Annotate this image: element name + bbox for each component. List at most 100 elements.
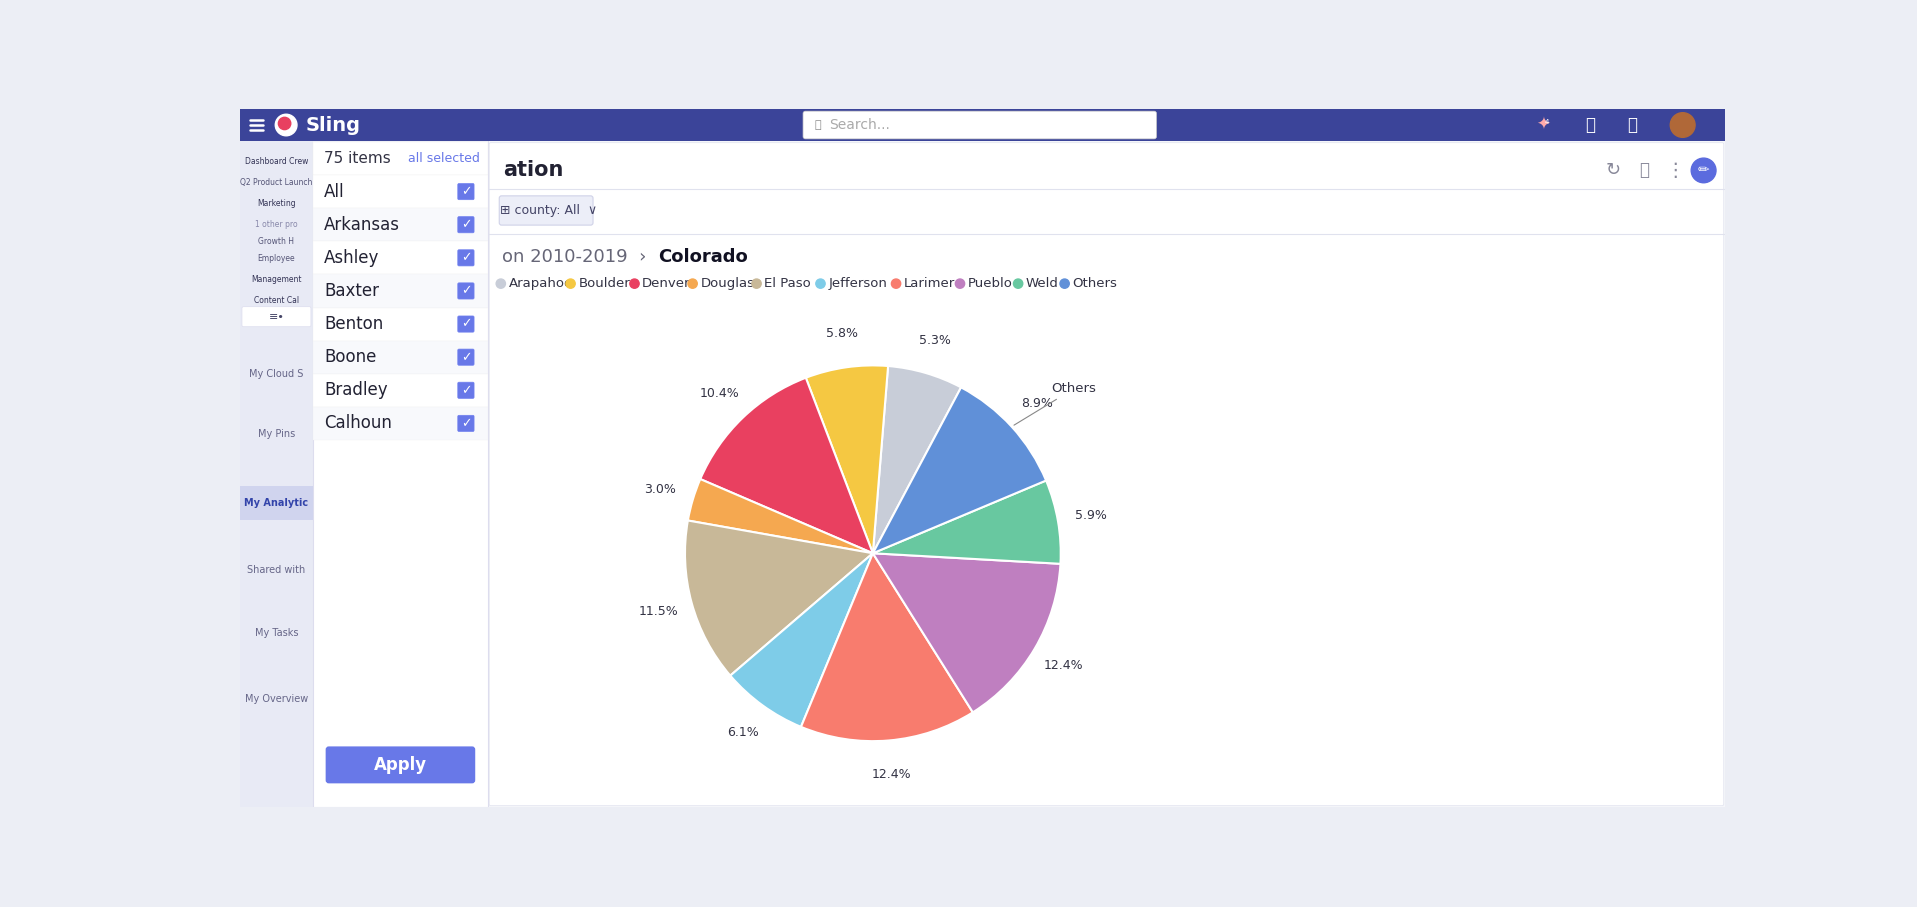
Text: ✓: ✓: [460, 219, 472, 231]
Circle shape: [1670, 112, 1695, 137]
Text: Management: Management: [251, 276, 301, 285]
FancyBboxPatch shape: [458, 217, 473, 233]
Text: 1 other pro: 1 other pro: [255, 219, 297, 229]
Wedge shape: [684, 521, 872, 676]
Text: Douglas: Douglas: [700, 278, 755, 290]
FancyBboxPatch shape: [458, 382, 473, 398]
Text: All: All: [324, 182, 345, 200]
Text: ✓: ✓: [460, 317, 472, 330]
Text: Marketing: Marketing: [257, 199, 295, 208]
Wedge shape: [730, 553, 872, 727]
Text: Larimer: Larimer: [903, 278, 955, 290]
Text: My Cloud S: My Cloud S: [249, 369, 303, 379]
FancyBboxPatch shape: [240, 486, 312, 521]
Text: ✓: ✓: [460, 251, 472, 264]
FancyBboxPatch shape: [240, 109, 1725, 141]
FancyBboxPatch shape: [803, 112, 1156, 139]
Wedge shape: [688, 479, 872, 553]
FancyBboxPatch shape: [312, 142, 487, 175]
Circle shape: [278, 117, 291, 130]
Text: El Paso: El Paso: [765, 278, 811, 290]
FancyBboxPatch shape: [312, 374, 487, 407]
Text: ✓: ✓: [460, 185, 472, 198]
FancyBboxPatch shape: [489, 142, 1723, 805]
FancyBboxPatch shape: [487, 141, 1725, 807]
Text: Boulder: Boulder: [579, 278, 631, 290]
Text: 75 items: 75 items: [324, 151, 391, 166]
Wedge shape: [801, 553, 972, 741]
Text: 8.9%: 8.9%: [1020, 397, 1052, 410]
Circle shape: [955, 279, 964, 288]
FancyBboxPatch shape: [312, 275, 487, 307]
Text: 4: 4: [1545, 119, 1549, 125]
Circle shape: [891, 279, 901, 288]
Text: My Analytic: My Analytic: [243, 499, 309, 509]
Circle shape: [1060, 279, 1070, 288]
Text: Colorado: Colorado: [658, 248, 748, 266]
Text: 12.4%: 12.4%: [1045, 659, 1083, 672]
Text: Sling: Sling: [305, 115, 360, 134]
Text: Dashboard Crew: Dashboard Crew: [245, 157, 309, 166]
Circle shape: [460, 115, 481, 135]
Text: ✦: ✦: [1536, 116, 1551, 134]
FancyBboxPatch shape: [458, 316, 473, 332]
Text: Growth H: Growth H: [259, 237, 295, 246]
Text: 10.4%: 10.4%: [700, 386, 740, 400]
Text: 6.1%: 6.1%: [727, 727, 759, 739]
Text: Jefferson: Jefferson: [828, 278, 888, 290]
Text: Employee: Employee: [257, 255, 295, 264]
Text: Bradley: Bradley: [324, 381, 387, 399]
FancyBboxPatch shape: [326, 746, 475, 784]
Text: 🔍: 🔍: [815, 120, 820, 130]
Text: 3.0%: 3.0%: [644, 483, 677, 496]
Text: 5.9%: 5.9%: [1075, 509, 1108, 522]
Text: all selected: all selected: [408, 152, 479, 165]
Wedge shape: [872, 553, 1060, 712]
Circle shape: [631, 279, 638, 288]
Text: Weld: Weld: [1026, 278, 1058, 290]
Text: My Overview: My Overview: [245, 694, 309, 704]
Wedge shape: [805, 366, 888, 553]
Circle shape: [688, 279, 698, 288]
Text: 💬: 💬: [1628, 116, 1637, 134]
Text: ↻: ↻: [1605, 161, 1620, 180]
Circle shape: [1014, 279, 1024, 288]
Wedge shape: [700, 377, 872, 553]
FancyBboxPatch shape: [312, 407, 487, 440]
Text: Boone: Boone: [324, 348, 376, 366]
Text: Pueblo: Pueblo: [968, 278, 1012, 290]
Text: Baxter: Baxter: [324, 282, 380, 300]
Wedge shape: [872, 387, 1047, 553]
Text: county: county: [324, 116, 381, 134]
Text: ✓: ✓: [460, 417, 472, 430]
Text: on 2010-2019  ›: on 2010-2019 ›: [502, 248, 658, 266]
Text: ⊞ county: All  ∨: ⊞ county: All ∨: [500, 204, 596, 217]
Text: My Tasks: My Tasks: [255, 628, 299, 638]
FancyBboxPatch shape: [312, 307, 487, 341]
FancyBboxPatch shape: [458, 349, 473, 366]
FancyBboxPatch shape: [458, 415, 473, 432]
Text: ✓: ✓: [460, 351, 472, 364]
Text: Ashley: Ashley: [324, 249, 380, 267]
Text: Content Cal: Content Cal: [253, 297, 299, 306]
Text: ation: ation: [502, 161, 564, 180]
Text: Arapahoe: Arapahoe: [508, 278, 573, 290]
Circle shape: [276, 114, 297, 136]
FancyBboxPatch shape: [242, 307, 311, 327]
Text: ✓: ✓: [460, 384, 472, 396]
Circle shape: [1691, 158, 1716, 182]
Text: ✏: ✏: [1698, 163, 1710, 178]
Text: Q2 Product Launch: Q2 Product Launch: [240, 178, 312, 187]
FancyBboxPatch shape: [312, 175, 487, 209]
Text: 5.8%: 5.8%: [826, 327, 857, 340]
FancyBboxPatch shape: [458, 283, 473, 299]
Text: Others: Others: [1014, 382, 1097, 425]
Text: ⋮: ⋮: [1666, 161, 1685, 180]
Text: 🚀: 🚀: [1639, 161, 1649, 180]
Text: My Pins: My Pins: [257, 429, 295, 439]
Text: Benton: Benton: [324, 315, 383, 333]
Circle shape: [751, 279, 761, 288]
Wedge shape: [872, 366, 960, 553]
FancyBboxPatch shape: [312, 209, 487, 241]
Text: Arkansas: Arkansas: [324, 216, 401, 234]
